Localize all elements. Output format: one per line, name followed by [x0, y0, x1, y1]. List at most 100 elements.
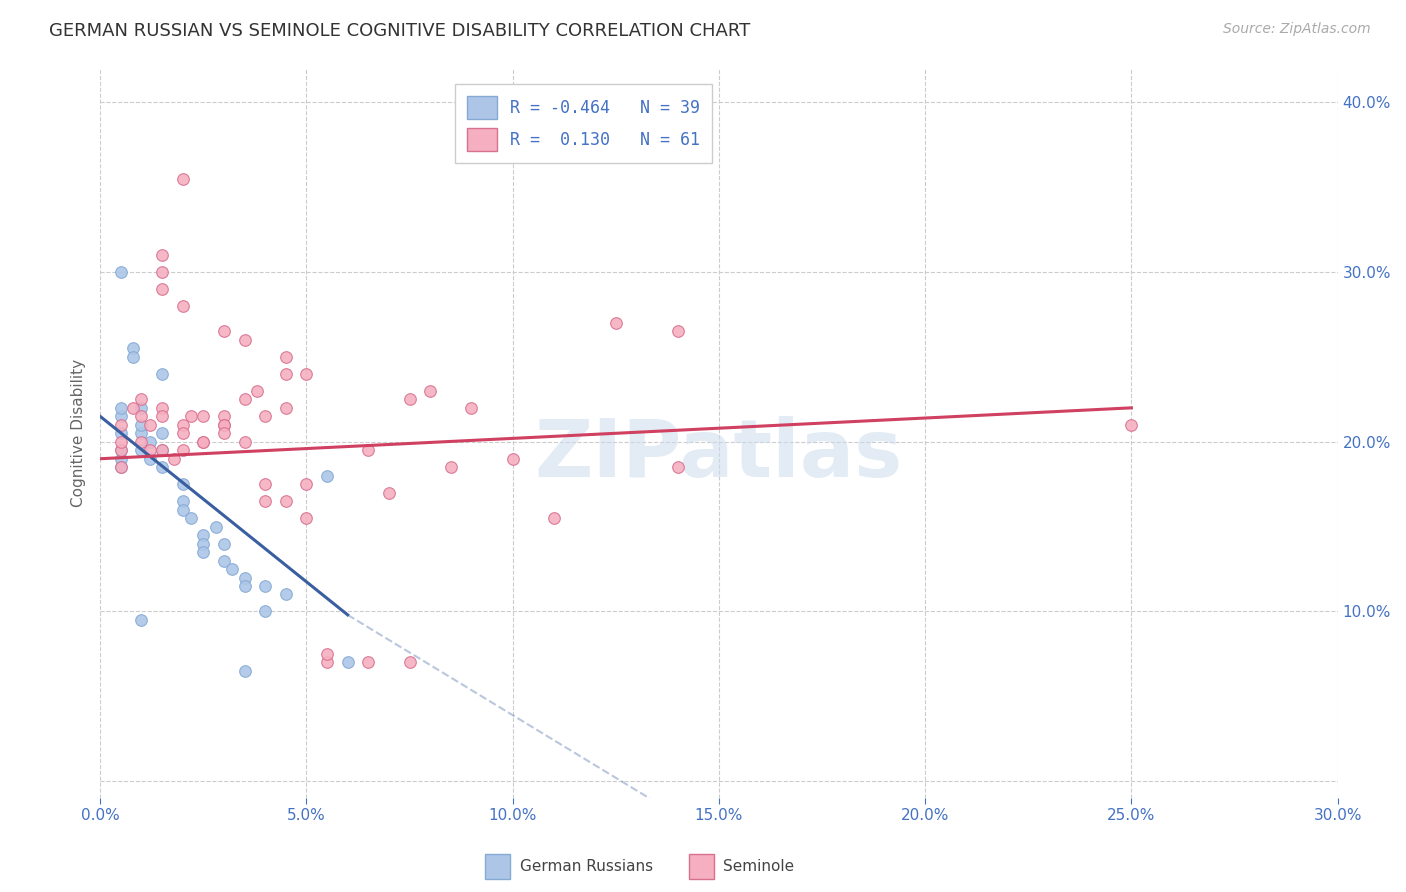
Point	[460, 401, 482, 415]
Point	[131, 392, 153, 407]
Point	[212, 536, 235, 550]
Point	[163, 451, 186, 466]
Text: ZIPatlas: ZIPatlas	[534, 417, 903, 494]
Point	[440, 460, 463, 475]
Point	[172, 171, 194, 186]
Point	[110, 409, 132, 424]
Point	[131, 426, 153, 441]
Point	[543, 511, 565, 525]
Point	[110, 460, 132, 475]
Point	[233, 333, 256, 347]
Point	[131, 434, 153, 449]
Point	[150, 443, 173, 458]
Point	[357, 656, 380, 670]
Point	[150, 401, 173, 415]
Point	[110, 401, 132, 415]
Point	[131, 401, 153, 415]
Point	[193, 434, 215, 449]
Point	[122, 350, 145, 364]
Point	[110, 426, 132, 441]
Point	[150, 367, 173, 381]
Point	[316, 647, 339, 661]
Point	[172, 502, 194, 516]
Point	[212, 409, 235, 424]
Point	[254, 477, 277, 491]
Point	[110, 417, 132, 432]
Text: German Russians: German Russians	[520, 859, 654, 873]
Point	[193, 545, 215, 559]
Point	[193, 434, 215, 449]
Point	[110, 434, 132, 449]
Point	[357, 443, 380, 458]
Legend: R = -0.464   N = 39, R =  0.130   N = 61: R = -0.464 N = 39, R = 0.130 N = 61	[456, 84, 711, 163]
Point	[212, 417, 235, 432]
Point	[180, 511, 202, 525]
Point	[295, 477, 318, 491]
Point	[274, 494, 297, 508]
Point	[233, 392, 256, 407]
Point	[419, 384, 441, 398]
Point	[1121, 417, 1143, 432]
Point	[398, 656, 420, 670]
Point	[605, 316, 627, 330]
Point	[233, 664, 256, 678]
Point	[110, 443, 132, 458]
Point	[254, 409, 277, 424]
Point	[193, 536, 215, 550]
Point	[122, 401, 145, 415]
Point	[316, 468, 339, 483]
Point	[316, 656, 339, 670]
Point	[172, 443, 194, 458]
Point	[131, 443, 153, 458]
Point	[131, 417, 153, 432]
Point	[274, 367, 297, 381]
Point	[138, 417, 160, 432]
Point	[110, 451, 132, 466]
Point	[274, 401, 297, 415]
Point	[212, 553, 235, 567]
Point	[150, 248, 173, 262]
Point	[110, 443, 132, 458]
Point	[138, 434, 160, 449]
Point	[110, 265, 132, 279]
Point	[193, 409, 215, 424]
Point	[502, 451, 524, 466]
Point	[246, 384, 269, 398]
Text: Source: ZipAtlas.com: Source: ZipAtlas.com	[1223, 22, 1371, 37]
Point	[233, 570, 256, 584]
Point	[336, 656, 359, 670]
Point	[150, 282, 173, 296]
Point	[212, 325, 235, 339]
Text: Seminole: Seminole	[723, 859, 794, 873]
Point	[172, 299, 194, 313]
Point	[666, 325, 689, 339]
Point	[172, 494, 194, 508]
Point	[110, 460, 132, 475]
Point	[138, 443, 160, 458]
Point	[666, 460, 689, 475]
Point	[274, 350, 297, 364]
Point	[131, 409, 153, 424]
Point	[172, 477, 194, 491]
Point	[150, 443, 173, 458]
Point	[274, 587, 297, 601]
Point	[180, 409, 202, 424]
Point	[204, 519, 226, 533]
Point	[233, 579, 256, 593]
Point	[295, 511, 318, 525]
Point	[212, 417, 235, 432]
Point	[193, 528, 215, 542]
Point	[212, 426, 235, 441]
Text: GERMAN RUSSIAN VS SEMINOLE COGNITIVE DISABILITY CORRELATION CHART: GERMAN RUSSIAN VS SEMINOLE COGNITIVE DIS…	[49, 22, 751, 40]
Point	[122, 342, 145, 356]
Point	[221, 562, 243, 576]
Point	[254, 604, 277, 618]
Point	[150, 409, 173, 424]
Point	[295, 367, 318, 381]
Point	[150, 460, 173, 475]
Point	[172, 426, 194, 441]
Point	[172, 417, 194, 432]
Y-axis label: Cognitive Disability: Cognitive Disability	[72, 359, 86, 508]
Point	[254, 579, 277, 593]
Point	[398, 392, 420, 407]
